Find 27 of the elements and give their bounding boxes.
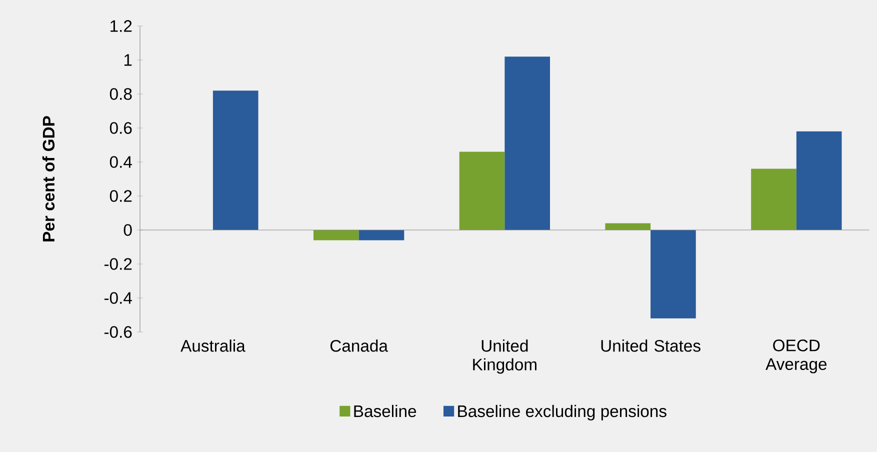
y-axis-title: Per cent of GDP bbox=[42, 116, 55, 242]
y-tick-label: 0.8 bbox=[110, 88, 132, 100]
x-tick-label: United Kingdom bbox=[473, 340, 536, 374]
y-tick-label: 0 bbox=[124, 224, 132, 236]
legend-label: Baseline excluding pensions bbox=[458, 404, 666, 420]
bar bbox=[796, 131, 842, 230]
y-tick-label: 0.4 bbox=[110, 156, 132, 168]
x-tick-label: Canada bbox=[330, 340, 388, 352]
y-tick-label: 0.6 bbox=[110, 122, 132, 134]
x-tick-label: OECD Average bbox=[766, 340, 827, 374]
bar bbox=[605, 223, 651, 230]
y-tick-label: 1 bbox=[124, 54, 132, 66]
legend-label: Baseline bbox=[354, 404, 416, 418]
y-tick-label: -0.6 bbox=[104, 326, 132, 338]
bar bbox=[313, 230, 359, 240]
y-tick-label: 0.2 bbox=[110, 190, 132, 202]
x-tick-label: Australia bbox=[180, 340, 246, 352]
y-tick-label: 1.2 bbox=[110, 20, 132, 32]
bar bbox=[751, 168, 796, 230]
x-tick-label: United States bbox=[601, 340, 700, 352]
bar bbox=[459, 152, 505, 230]
y-tick-label: -0.4 bbox=[104, 292, 132, 304]
bar bbox=[212, 90, 258, 230]
bar bbox=[650, 230, 696, 318]
bar bbox=[358, 230, 404, 240]
y-tick-label: -0.2 bbox=[104, 258, 132, 270]
bar bbox=[504, 56, 550, 230]
